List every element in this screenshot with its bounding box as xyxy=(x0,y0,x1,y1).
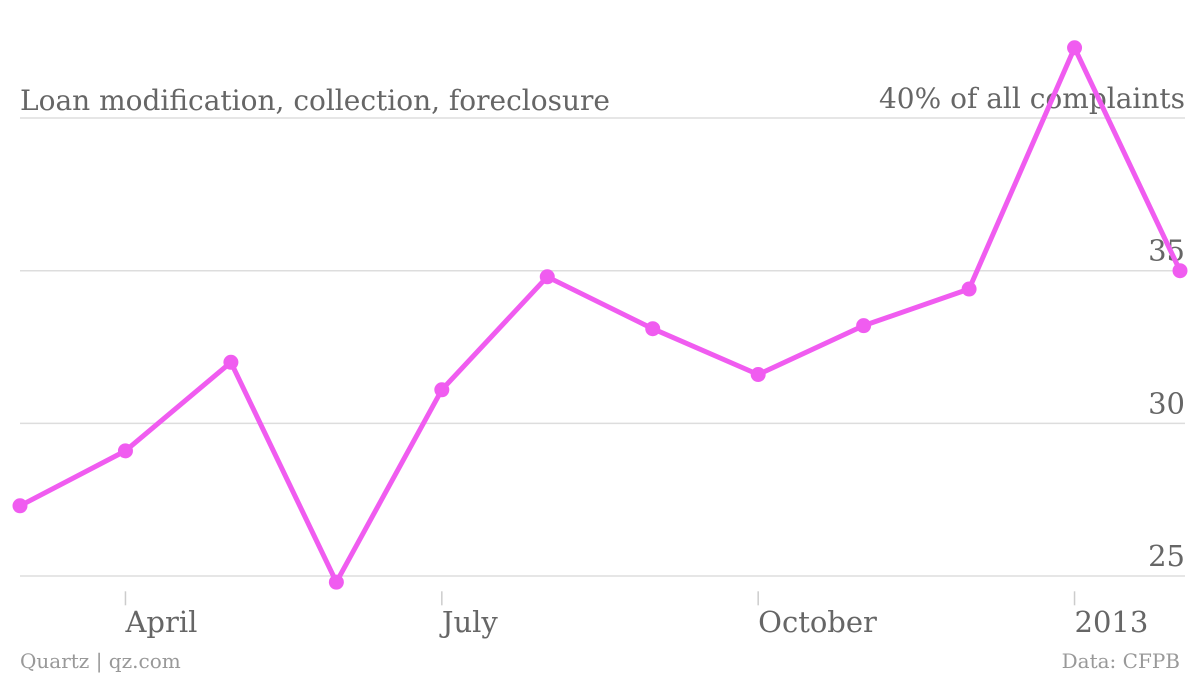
y-tick-label: 40% of all complaints xyxy=(879,82,1185,115)
point xyxy=(12,498,28,514)
point xyxy=(539,269,555,285)
y-tick-label: 25 xyxy=(1148,539,1185,573)
point xyxy=(1172,263,1188,279)
x-tick-label: July xyxy=(439,605,499,639)
point xyxy=(961,281,977,297)
x-tick-label: October xyxy=(758,605,877,639)
chart-title: Loan modification, collection, foreclosu… xyxy=(20,84,610,117)
point xyxy=(856,318,872,334)
x-tick-label: April xyxy=(124,605,197,639)
point xyxy=(645,321,661,337)
x-tick-label: 2013 xyxy=(1075,605,1149,639)
point xyxy=(328,574,344,590)
point xyxy=(434,382,450,398)
point xyxy=(223,354,239,370)
point xyxy=(750,367,766,383)
y-tick-label: 30 xyxy=(1148,386,1185,420)
source: Data: CFPB xyxy=(1062,649,1180,673)
credit: Quartz | qz.com xyxy=(20,649,181,674)
line xyxy=(18,45,1183,585)
point xyxy=(117,443,133,459)
point xyxy=(1067,40,1083,56)
